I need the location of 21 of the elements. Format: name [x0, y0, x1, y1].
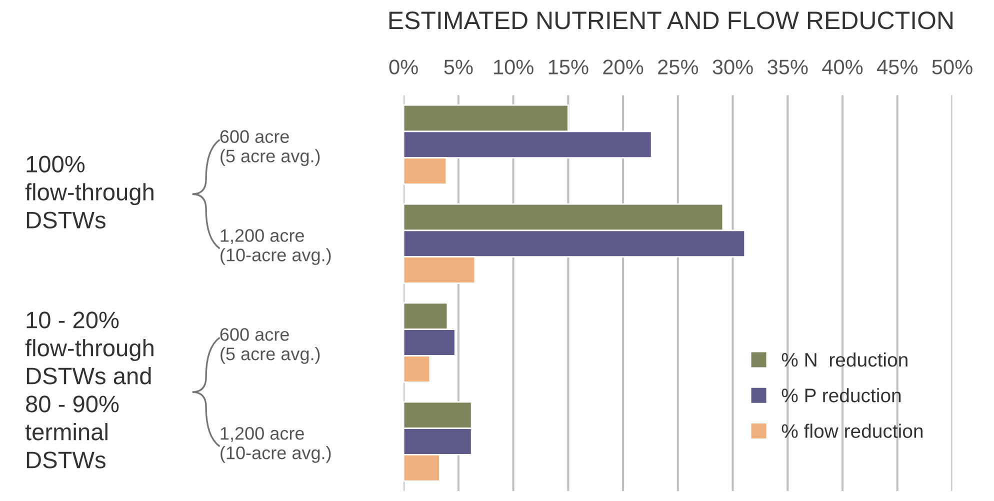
- y-tick-label: 600 acre (5 acre avg.): [220, 130, 320, 166]
- y-tick-label: 600 acre (5 acre avg.): [220, 328, 320, 364]
- x-tick-label: 30%: [712, 60, 753, 74]
- legend-label: % P reduction: [782, 388, 901, 402]
- y-tick-label: 1,200 acre (10-acre avg.): [220, 427, 331, 463]
- legend-label: % flow reduction: [782, 424, 923, 438]
- x-tick-label: 15%: [548, 60, 588, 74]
- text: 10 - 20% flow-through DSTWs and 80 - 90% terminal DSTWs: [25, 312, 154, 468]
- chart-title: ESTIMATED NUTRIENT AND FLOW REDUCTION: [389, 12, 953, 30]
- x-tick-label: 40%: [822, 60, 863, 74]
- x-tick-label: 10%: [494, 60, 534, 74]
- x-tick-label: 20%: [603, 60, 644, 74]
- x-tick-label: 5%: [444, 60, 473, 74]
- legend-label: % N reduction: [782, 352, 908, 367]
- x-tick-label: 0%: [389, 60, 418, 74]
- text: 100% flow-through DSTWs: [25, 156, 154, 228]
- x-tick-label: 45%: [877, 60, 918, 74]
- y-tick-label: 1,200 acre (10-acre avg.): [220, 229, 331, 265]
- x-tick-label: 35%: [768, 60, 808, 74]
- x-tick-label: 25%: [658, 60, 698, 74]
- x-tick-label: 50%: [932, 60, 972, 74]
